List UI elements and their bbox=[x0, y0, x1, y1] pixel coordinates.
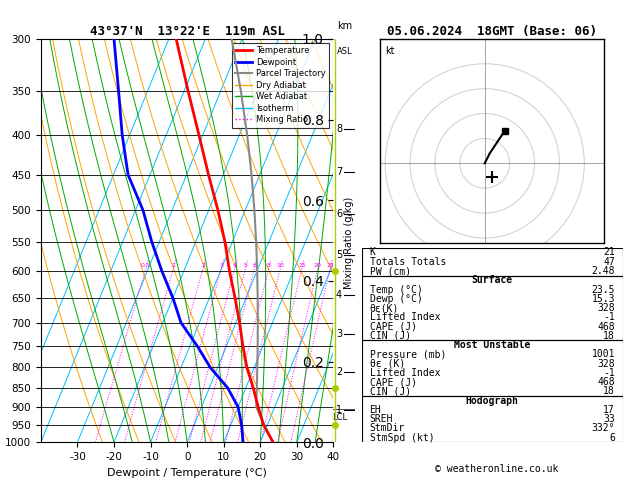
Text: 328: 328 bbox=[598, 359, 615, 368]
Text: Most Unstable: Most Unstable bbox=[454, 340, 530, 350]
Text: ASL: ASL bbox=[337, 47, 352, 56]
Text: Temp (°C): Temp (°C) bbox=[369, 284, 423, 295]
Legend: Temperature, Dewpoint, Parcel Trajectory, Dry Adiabat, Wet Adiabat, Isotherm, Mi: Temperature, Dewpoint, Parcel Trajectory… bbox=[232, 43, 329, 128]
Text: 5: 5 bbox=[243, 263, 247, 268]
Text: 2: 2 bbox=[201, 263, 205, 268]
Bar bbox=[362, 340, 623, 396]
Text: 47: 47 bbox=[603, 257, 615, 267]
Text: Dewp (°C): Dewp (°C) bbox=[369, 294, 423, 304]
Text: StmSpd (kt): StmSpd (kt) bbox=[369, 433, 434, 443]
Bar bbox=[362, 248, 623, 276]
Text: CIN (J): CIN (J) bbox=[369, 331, 411, 341]
Text: 20: 20 bbox=[314, 263, 321, 268]
Text: EH: EH bbox=[369, 405, 381, 415]
Text: 5: 5 bbox=[336, 250, 342, 260]
Text: km: km bbox=[337, 21, 352, 31]
Text: 1: 1 bbox=[336, 404, 342, 415]
Text: 8: 8 bbox=[336, 124, 342, 134]
Text: 4: 4 bbox=[336, 290, 342, 300]
Text: Mixing Ratio (g/kg): Mixing Ratio (g/kg) bbox=[344, 197, 354, 289]
Text: 15.3: 15.3 bbox=[591, 294, 615, 304]
Text: 7: 7 bbox=[336, 168, 342, 177]
Text: 18: 18 bbox=[603, 331, 615, 341]
Text: Pressure (mb): Pressure (mb) bbox=[369, 349, 446, 359]
Text: 21: 21 bbox=[603, 247, 615, 258]
Text: 1: 1 bbox=[172, 263, 175, 268]
Text: θε(K): θε(K) bbox=[369, 303, 399, 313]
Text: PW (cm): PW (cm) bbox=[369, 266, 411, 276]
Text: 17: 17 bbox=[603, 405, 615, 415]
Text: 23.5: 23.5 bbox=[591, 284, 615, 295]
Text: CAPE (J): CAPE (J) bbox=[369, 377, 416, 387]
Text: 15: 15 bbox=[298, 263, 306, 268]
Text: 18: 18 bbox=[603, 386, 615, 397]
Text: 468: 468 bbox=[598, 377, 615, 387]
Title: 05.06.2024  18GMT (Base: 06): 05.06.2024 18GMT (Base: 06) bbox=[387, 25, 597, 38]
Text: 2.48: 2.48 bbox=[591, 266, 615, 276]
Text: 4: 4 bbox=[233, 263, 237, 268]
Text: © weatheronline.co.uk: © weatheronline.co.uk bbox=[435, 464, 559, 474]
Bar bbox=[362, 396, 623, 442]
Text: 6: 6 bbox=[609, 433, 615, 443]
Text: SREH: SREH bbox=[369, 414, 393, 424]
Text: 10: 10 bbox=[277, 263, 284, 268]
Text: Lifted Index: Lifted Index bbox=[369, 368, 440, 378]
Text: 1001: 1001 bbox=[591, 349, 615, 359]
Text: 33: 33 bbox=[603, 414, 615, 424]
Title: 43°37'N  13°22'E  119m ASL: 43°37'N 13°22'E 119m ASL bbox=[89, 25, 285, 38]
Text: Lifted Index: Lifted Index bbox=[369, 312, 440, 322]
Text: CAPE (J): CAPE (J) bbox=[369, 322, 416, 331]
Text: Totals Totals: Totals Totals bbox=[369, 257, 446, 267]
Text: -1: -1 bbox=[603, 368, 615, 378]
Text: Surface: Surface bbox=[472, 275, 513, 285]
Text: 25: 25 bbox=[326, 263, 334, 268]
Text: θε (K): θε (K) bbox=[369, 359, 404, 368]
Text: 6: 6 bbox=[252, 263, 257, 268]
Text: Hodograph: Hodograph bbox=[465, 396, 519, 406]
Text: kt: kt bbox=[385, 46, 394, 56]
Text: 3: 3 bbox=[220, 263, 223, 268]
X-axis label: Dewpoint / Temperature (°C): Dewpoint / Temperature (°C) bbox=[107, 468, 267, 478]
Text: -1: -1 bbox=[603, 312, 615, 322]
Text: CIN (J): CIN (J) bbox=[369, 386, 411, 397]
Text: StmDir: StmDir bbox=[369, 423, 404, 434]
Text: 2: 2 bbox=[336, 367, 342, 377]
Text: K: K bbox=[369, 247, 376, 258]
Text: 3: 3 bbox=[336, 329, 342, 339]
Text: 6: 6 bbox=[336, 209, 342, 219]
Bar bbox=[362, 276, 623, 340]
Text: 332°: 332° bbox=[591, 423, 615, 434]
Text: 0.5: 0.5 bbox=[141, 263, 151, 268]
Text: 8: 8 bbox=[267, 263, 271, 268]
Text: LCL: LCL bbox=[332, 413, 348, 422]
Text: 328: 328 bbox=[598, 303, 615, 313]
Text: 468: 468 bbox=[598, 322, 615, 331]
